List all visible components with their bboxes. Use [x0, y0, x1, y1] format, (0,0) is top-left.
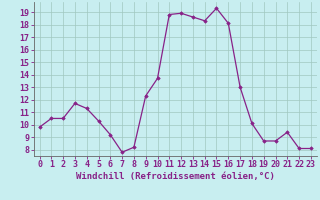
X-axis label: Windchill (Refroidissement éolien,°C): Windchill (Refroidissement éolien,°C) — [76, 172, 275, 181]
